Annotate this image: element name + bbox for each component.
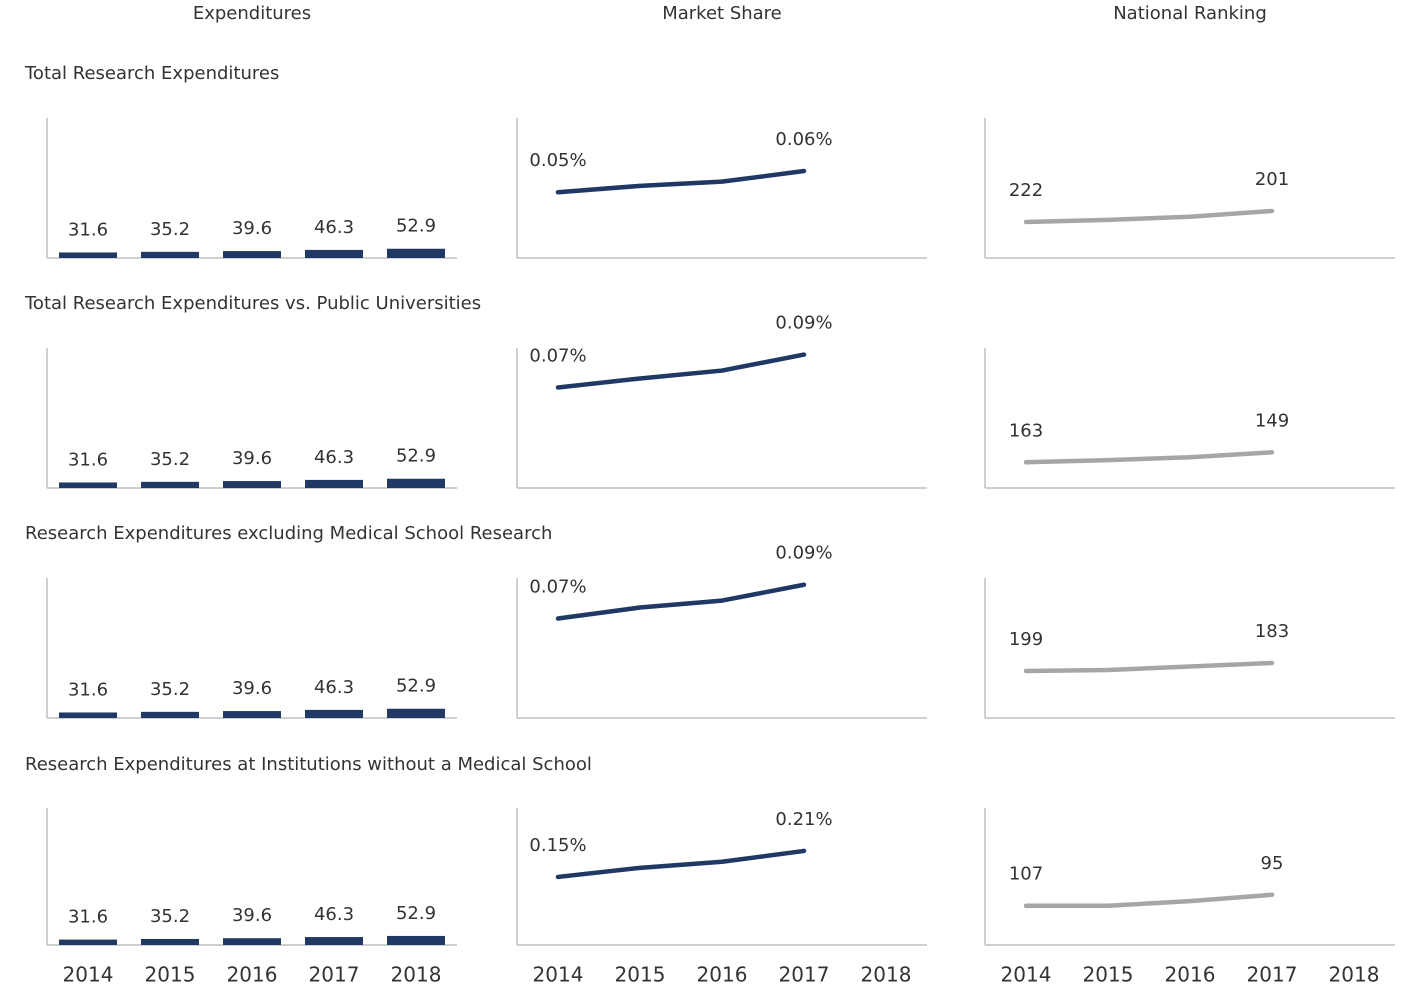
- data-label: 39.6: [232, 448, 272, 469]
- data-label: 0.07%: [529, 346, 586, 367]
- data-label: 31.6: [68, 219, 108, 240]
- row-title: Total Research Expenditures: [24, 63, 279, 84]
- x-tick-label: 2017: [779, 963, 830, 987]
- data-label: 39.6: [232, 678, 272, 699]
- row-title: Research Expenditures excluding Medical …: [25, 523, 552, 544]
- bar: [305, 249, 363, 258]
- line: [555, 352, 807, 390]
- bar: [223, 938, 281, 945]
- data-label: 0.07%: [529, 576, 586, 597]
- data-label: 0.21%: [775, 809, 832, 830]
- row-title: Research Expenditures at Institutions wi…: [25, 754, 592, 775]
- line: [1023, 450, 1275, 465]
- data-label: 0.09%: [775, 313, 832, 334]
- line: [555, 582, 807, 621]
- bar: [387, 478, 445, 488]
- line: [555, 168, 807, 195]
- data-label: 199: [1009, 629, 1043, 650]
- line: [1023, 892, 1275, 908]
- data-label: 52.9: [396, 676, 436, 697]
- x-tick-label: 2016: [227, 963, 278, 987]
- data-label: 35.2: [150, 679, 190, 700]
- x-tick-label: 2018: [861, 963, 912, 987]
- data-label: 0.05%: [529, 150, 586, 171]
- bar: [387, 708, 445, 718]
- bar: [387, 248, 445, 258]
- x-tick-label: 2016: [1165, 963, 1216, 987]
- x-tick-label: 2014: [1001, 963, 1052, 987]
- bar: [59, 482, 117, 488]
- data-label: 95: [1261, 853, 1284, 874]
- bar: [223, 481, 281, 488]
- bar: [141, 938, 199, 945]
- x-tick-label: 2015: [615, 963, 666, 987]
- x-tick-label: 2018: [1329, 963, 1380, 987]
- data-label: 107: [1009, 864, 1043, 885]
- x-tick-label: 2014: [533, 963, 584, 987]
- line: [1023, 660, 1275, 674]
- data-label: 46.3: [314, 447, 354, 468]
- data-label: 149: [1255, 410, 1289, 431]
- bar: [59, 939, 117, 945]
- column-header: National Ranking: [1113, 3, 1267, 24]
- bar: [141, 481, 199, 488]
- data-label: 222: [1009, 180, 1043, 201]
- bar: [223, 711, 281, 718]
- x-tick-label: 2017: [1247, 963, 1298, 987]
- bar: [305, 709, 363, 718]
- column-header: Market Share: [662, 3, 782, 24]
- bar: [387, 935, 445, 945]
- data-label: 35.2: [150, 906, 190, 927]
- data-label: 46.3: [314, 217, 354, 238]
- bar: [141, 711, 199, 718]
- bar: [223, 251, 281, 258]
- line: [555, 848, 807, 880]
- data-label: 35.2: [150, 219, 190, 240]
- line: [1023, 208, 1275, 225]
- x-tick-label: 2014: [63, 963, 114, 987]
- data-label: 183: [1255, 621, 1289, 642]
- data-label: 163: [1009, 420, 1043, 441]
- column-header: Expenditures: [193, 3, 311, 24]
- data-label: 35.2: [150, 449, 190, 470]
- data-label: 31.6: [68, 907, 108, 928]
- bar: [141, 251, 199, 258]
- data-label: 0.06%: [775, 129, 832, 150]
- data-label: 31.6: [68, 679, 108, 700]
- x-tick-label: 2015: [145, 963, 196, 987]
- bar: [59, 252, 117, 258]
- data-label: 52.9: [396, 446, 436, 467]
- x-tick-label: 2017: [309, 963, 360, 987]
- data-label: 31.6: [68, 449, 108, 470]
- x-tick-label: 2016: [697, 963, 748, 987]
- data-label: 46.3: [314, 677, 354, 698]
- row-title: Total Research Expenditures vs. Public U…: [24, 293, 481, 314]
- data-label: 201: [1255, 169, 1289, 190]
- data-label: 0.09%: [775, 543, 832, 564]
- data-label: 0.15%: [529, 835, 586, 856]
- bar: [59, 712, 117, 718]
- data-label: 39.6: [232, 905, 272, 926]
- data-label: 39.6: [232, 218, 272, 239]
- data-label: 52.9: [396, 903, 436, 924]
- x-tick-label: 2015: [1083, 963, 1134, 987]
- data-label: 52.9: [396, 216, 436, 237]
- bar: [305, 937, 363, 945]
- data-label: 46.3: [314, 904, 354, 925]
- x-tick-label: 2018: [391, 963, 442, 987]
- bar: [305, 479, 363, 488]
